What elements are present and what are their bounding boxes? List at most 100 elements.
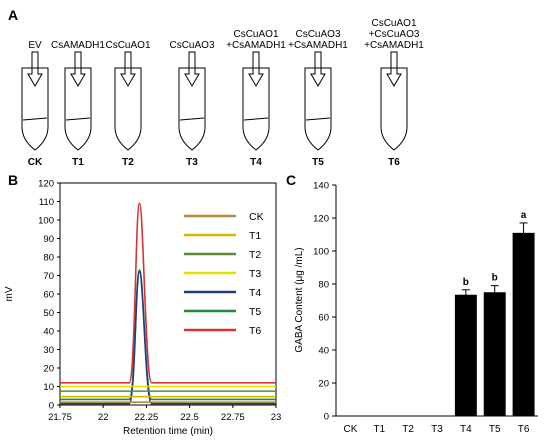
tube-label-t2: CsCuAO1 <box>105 40 150 51</box>
chart-b-frame <box>59 182 277 406</box>
significance-letter: a <box>521 210 527 221</box>
arrow-icon <box>310 51 326 87</box>
y-tick-label: 140 <box>313 181 329 192</box>
chart-b-xlabel: Retention time (min) <box>123 426 213 437</box>
x-tick-label: 22.25 <box>135 412 159 423</box>
legend-label-t6: T6 <box>249 325 261 337</box>
tube-label-ck: EV <box>28 40 42 51</box>
y-tick-label: 100 <box>313 247 329 258</box>
arrow-icon <box>120 51 136 87</box>
x-tick-label: 22.75 <box>221 412 245 423</box>
liquid-level <box>65 117 91 121</box>
panel-c-letter: C <box>286 172 296 188</box>
chart-c-y-axis: 0 20 40 60 80 100 120 140 <box>313 181 336 423</box>
bar-t4 <box>454 294 477 416</box>
panel-a: A EV CK CsAMADH1 T1 CsCuAO1 T2 CsCuAO3 T3 CsCuAO… <box>8 7 424 168</box>
x-tick-label: T4 <box>460 424 472 435</box>
y-tick-label: 30 <box>43 345 54 356</box>
x-tick-label: T2 <box>402 424 414 435</box>
panel-a-letter: A <box>8 7 18 23</box>
tube-label-t4: CsCuAO1 <box>233 29 278 40</box>
chart-b-y-axis: 0 10 20 30 40 50 60 70 80 90 100 110 120 <box>38 179 60 412</box>
chart-c-bars: b b a <box>454 210 535 416</box>
tube-sample-label: T1 <box>72 157 84 168</box>
legend-label-t3: T3 <box>249 268 261 280</box>
legend-label-t1: T1 <box>249 230 261 242</box>
y-tick-label: 40 <box>318 346 329 357</box>
y-tick-label: 90 <box>43 234 54 245</box>
y-tick-label: 0 <box>324 412 329 423</box>
y-tick-label: 60 <box>43 290 54 301</box>
panel-b-letter: B <box>8 172 18 188</box>
x-tick-label: T6 <box>518 424 530 435</box>
arrow-icon <box>248 51 264 87</box>
tube-sample-label: T3 <box>186 157 198 168</box>
arrow-icon <box>70 51 86 87</box>
tube-label-t6: +CsCuAO3 <box>369 29 420 40</box>
y-tick-label: 110 <box>39 197 54 208</box>
y-tick-label: 10 <box>43 382 54 393</box>
x-tick-label: CK <box>343 424 357 435</box>
tube-sample-label: T6 <box>388 157 400 168</box>
legend-label-t4: T4 <box>249 287 261 299</box>
tube-sample-label: T5 <box>312 157 324 168</box>
y-tick-label: 0 <box>49 401 54 412</box>
y-tick-label: 60 <box>318 313 329 324</box>
x-tick-label: 21.75 <box>48 412 72 423</box>
y-tick-label: 120 <box>313 214 329 225</box>
chart-b-x-axis: 21.75 22 22.25 22.5 22.75 23 <box>48 405 281 423</box>
panel-b-chromatogram: B 0 10 20 30 40 50 60 70 80 90 100 110 120 21.75 22 22… <box>4 172 281 437</box>
legend-label-t2: T2 <box>249 249 261 261</box>
liquid-level <box>22 117 48 121</box>
series-line-t6 <box>60 202 276 384</box>
tube-label-t1: CsAMADH1 <box>51 40 105 51</box>
tube-sample-label: T2 <box>122 157 134 168</box>
y-tick-label: 20 <box>318 379 329 390</box>
significance-letter: b <box>463 277 469 288</box>
x-tick-label: 23 <box>271 412 282 423</box>
y-tick-label: 100 <box>38 216 54 227</box>
chart-b-series <box>60 202 276 405</box>
liquid-level <box>243 117 269 121</box>
liquid-level <box>305 117 331 121</box>
bar-t6 <box>512 232 535 416</box>
y-tick-label: 40 <box>43 327 54 338</box>
x-tick-label: 22 <box>98 412 109 423</box>
tubes-group: EVCKCsAMADH1T1CsCuAO1T2CsCuAO3T3CsCuAO1+… <box>21 18 424 168</box>
series-line-t4 <box>60 270 276 405</box>
bar-t5 <box>483 292 506 416</box>
tube-label-t4: +CsAMADH1 <box>226 40 286 51</box>
tube-icon <box>304 67 332 151</box>
x-tick-label: T5 <box>489 424 501 435</box>
tube-icon <box>178 67 206 151</box>
x-tick-label: 22.5 <box>180 412 199 423</box>
liquid-level <box>179 117 205 121</box>
x-tick-label: T1 <box>373 424 385 435</box>
tube-label-t6: CsCuAO1 <box>371 18 416 29</box>
chart-b-legend: CK T1 T2 T3 T4 T5 T6 <box>184 211 264 337</box>
tube-label-t5: CsCuAO3 <box>295 29 340 40</box>
legend-label-t5: T5 <box>249 306 261 318</box>
y-tick-label: 20 <box>43 364 54 375</box>
chart-b-ylabel: mV <box>4 286 15 301</box>
chart-c-ylabel: GABA Content (μg /mL) <box>294 247 305 352</box>
chart-c-x-axis: CK T1 T2 T3 T4 T5 T6 <box>343 424 529 435</box>
y-tick-label: 80 <box>318 280 329 291</box>
y-tick-label: 50 <box>43 308 54 319</box>
series-line-t5 <box>60 269 276 401</box>
tube-icon <box>21 67 49 151</box>
significance-letter: b <box>492 273 498 284</box>
y-tick-label: 120 <box>38 179 54 190</box>
tube-label-t5: +CsAMADH1 <box>288 40 348 51</box>
x-tick-label: T3 <box>431 424 443 435</box>
tube-icon <box>380 67 408 151</box>
y-tick-label: 80 <box>43 253 54 264</box>
tube-sample-label: T4 <box>250 157 262 168</box>
tube-sample-label: CK <box>28 157 43 168</box>
legend-label-ck: CK <box>249 211 264 223</box>
tube-icon <box>114 67 142 151</box>
arrow-icon <box>386 51 402 87</box>
tube-icon <box>242 67 270 151</box>
